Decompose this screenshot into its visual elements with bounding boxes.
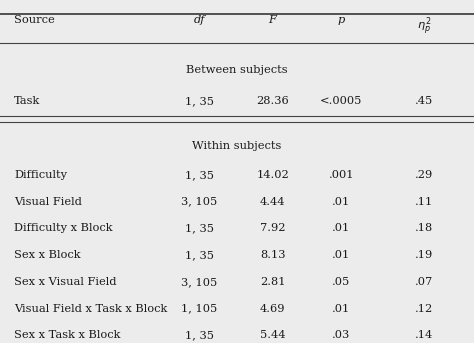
Text: Visual Field x Task x Block: Visual Field x Task x Block	[14, 304, 167, 314]
Text: Difficulty x Block: Difficulty x Block	[14, 223, 113, 233]
Text: .01: .01	[332, 250, 350, 260]
Text: Sex x Block: Sex x Block	[14, 250, 81, 260]
Text: 2.81: 2.81	[260, 277, 285, 287]
Text: 5.44: 5.44	[260, 330, 285, 340]
Text: .01: .01	[332, 223, 350, 233]
Text: Difficulty: Difficulty	[14, 170, 67, 180]
Text: .05: .05	[332, 277, 350, 287]
Text: .45: .45	[415, 96, 433, 106]
Text: Sex x Visual Field: Sex x Visual Field	[14, 277, 117, 287]
Text: .14: .14	[415, 330, 433, 340]
Text: 4.69: 4.69	[260, 304, 285, 314]
Text: Within subjects: Within subjects	[192, 141, 282, 151]
Text: 3, 105: 3, 105	[181, 197, 217, 206]
Text: 1, 35: 1, 35	[184, 96, 214, 106]
Text: 8.13: 8.13	[260, 250, 285, 260]
Text: .29: .29	[415, 170, 433, 180]
Text: .01: .01	[332, 304, 350, 314]
Text: F: F	[269, 15, 276, 25]
Text: 1, 35: 1, 35	[184, 223, 214, 233]
Text: 7.92: 7.92	[260, 223, 285, 233]
Text: .11: .11	[415, 197, 433, 206]
Text: .18: .18	[415, 223, 433, 233]
Text: 28.36: 28.36	[256, 96, 289, 106]
Text: .12: .12	[415, 304, 433, 314]
Text: 1, 35: 1, 35	[184, 250, 214, 260]
Text: $\eta_p^{\,2}$: $\eta_p^{\,2}$	[417, 15, 432, 38]
Text: Task: Task	[14, 96, 40, 106]
Text: p: p	[337, 15, 345, 25]
Text: <.0005: <.0005	[320, 96, 363, 106]
Text: 4.44: 4.44	[260, 197, 285, 206]
Text: Visual Field: Visual Field	[14, 197, 82, 206]
Text: Sex x Task x Block: Sex x Task x Block	[14, 330, 120, 340]
Text: .07: .07	[415, 277, 433, 287]
Text: 3, 105: 3, 105	[181, 277, 217, 287]
Text: Between subjects: Between subjects	[186, 65, 288, 75]
Text: .19: .19	[415, 250, 433, 260]
Text: 1, 105: 1, 105	[181, 304, 217, 314]
Text: .03: .03	[332, 330, 350, 340]
Text: df: df	[193, 15, 205, 25]
Text: .001: .001	[328, 170, 354, 180]
Text: 14.02: 14.02	[256, 170, 289, 180]
Text: .01: .01	[332, 197, 350, 206]
Text: 1, 35: 1, 35	[184, 170, 214, 180]
Text: Source: Source	[14, 15, 55, 25]
Text: 1, 35: 1, 35	[184, 330, 214, 340]
